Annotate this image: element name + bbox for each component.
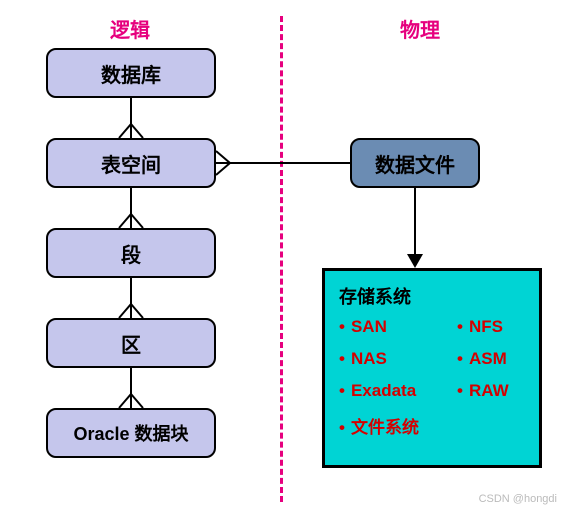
- storage-item-label: Exadata: [351, 381, 416, 400]
- node-tablespace-label: 表空间: [101, 149, 161, 178]
- storage-item: •SAN: [339, 317, 457, 337]
- storage-col-1: •NFS •ASM •RAW: [457, 317, 509, 438]
- node-segment: 段: [46, 228, 216, 278]
- diagram-canvas: 逻辑 物理 数据库 表空间 段 区 Oracle 数据块 数据文件 存储系统 •…: [0, 0, 567, 509]
- node-datafile: 数据文件: [350, 138, 480, 188]
- node-database: 数据库: [46, 48, 216, 98]
- storage-item: •RAW: [457, 381, 509, 401]
- node-database-label: 数据库: [101, 59, 161, 88]
- storage-item-label: ASM: [469, 349, 507, 368]
- storage-list: •SAN •NAS •Exadata •文件系统 •NFS •ASM •RAW: [339, 317, 525, 438]
- storage-item-label: NAS: [351, 349, 387, 368]
- watermark: CSDN @hongdi: [479, 493, 557, 505]
- node-extent-label: 区: [121, 329, 141, 358]
- node-block: Oracle 数据块: [46, 408, 216, 458]
- node-datafile-label: 数据文件: [375, 149, 455, 178]
- storage-item: •NFS: [457, 317, 509, 337]
- storage-item: •文件系统: [339, 413, 457, 438]
- storage-item: •Exadata: [339, 381, 457, 401]
- node-extent: 区: [46, 318, 216, 368]
- vertical-divider: [280, 16, 283, 502]
- node-tablespace: 表空间: [46, 138, 216, 188]
- header-logical: 逻辑: [110, 14, 150, 43]
- storage-box: 存储系统 •SAN •NAS •Exadata •文件系统 •NFS •ASM …: [322, 268, 542, 468]
- storage-item-label: NFS: [469, 317, 503, 336]
- node-block-label: Oracle 数据块: [73, 420, 188, 446]
- storage-item: •NAS: [339, 349, 457, 369]
- storage-item-label: RAW: [469, 381, 509, 400]
- storage-item-label: 文件系统: [351, 418, 419, 437]
- storage-item: •ASM: [457, 349, 509, 369]
- header-physical: 物理: [400, 14, 440, 43]
- node-segment-label: 段: [121, 239, 141, 268]
- storage-col-0: •SAN •NAS •Exadata •文件系统: [339, 317, 457, 438]
- storage-item-label: SAN: [351, 317, 387, 336]
- storage-title: 存储系统: [339, 283, 525, 309]
